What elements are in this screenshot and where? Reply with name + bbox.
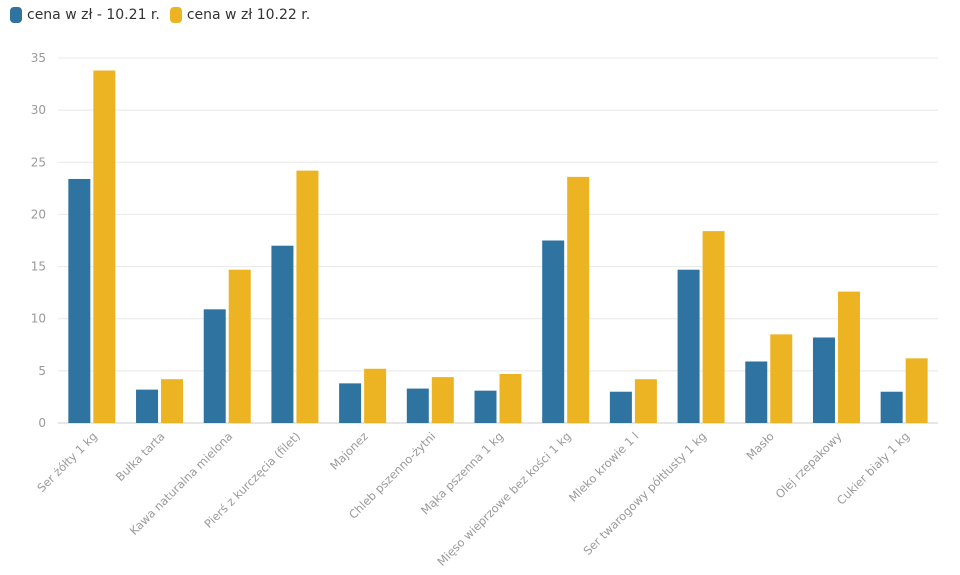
y-tick-label: 5: [38, 364, 46, 378]
x-tick-label: Mleko krowie 1 l: [566, 429, 642, 505]
legend: cena w zł - 10.21 r. cena w zł 10.22 r.: [10, 4, 310, 26]
bar-series1[interactable]: [228, 269, 251, 423]
gridlines: [58, 57, 938, 424]
x-tick-label: Olej rzepakowy: [773, 429, 845, 501]
bar-series1[interactable]: [702, 231, 725, 423]
bar-series1[interactable]: [93, 70, 116, 423]
y-tick-label: 0: [38, 416, 46, 430]
x-tick-label: Ser twarogowy półtłusty 1 kg: [581, 429, 710, 558]
bar-series1[interactable]: [364, 368, 387, 423]
legend-swatch-series0: [10, 7, 22, 23]
bar-series1[interactable]: [837, 291, 860, 423]
bar-series0[interactable]: [339, 383, 362, 423]
bar-series1[interactable]: [296, 170, 319, 423]
bar-series0[interactable]: [677, 269, 700, 423]
x-tick-label: Cukier biały 1 kg: [834, 429, 912, 507]
y-tick-label: 25: [31, 155, 46, 169]
bar-series0[interactable]: [542, 240, 565, 424]
bar-series0[interactable]: [609, 391, 632, 423]
y-tick-label: 10: [31, 312, 46, 326]
bar-series1[interactable]: [770, 334, 793, 423]
bar-series1[interactable]: [567, 176, 590, 423]
bar-series0[interactable]: [880, 391, 903, 423]
bar-series1[interactable]: [161, 379, 184, 423]
x-tick-label: Majonez: [327, 429, 371, 473]
legend-swatch-series1: [169, 7, 182, 23]
bar-series1[interactable]: [431, 377, 454, 423]
bar-series0[interactable]: [812, 337, 835, 423]
bars: [68, 70, 928, 424]
bar-series0[interactable]: [136, 389, 159, 423]
legend-label-series0: cena w zł - 10.21 r.: [27, 7, 160, 23]
bar-series1[interactable]: [905, 358, 928, 423]
bar-series0[interactable]: [474, 390, 497, 423]
bar-series0[interactable]: [68, 178, 91, 423]
bar-series1[interactable]: [634, 379, 657, 423]
bar-series0[interactable]: [406, 388, 429, 423]
y-tick-label: 15: [31, 260, 46, 274]
y-axis: 0 5 10 15 20 25 30 35: [31, 51, 46, 430]
bar-series1[interactable]: [499, 373, 522, 423]
bar-series0[interactable]: [271, 245, 294, 423]
x-tick-label: Bułka tarta: [113, 429, 168, 484]
legend-item-series0[interactable]: cena w zł - 10.21 r.: [10, 7, 160, 23]
y-tick-label: 35: [31, 51, 46, 65]
legend-label-series1: cena w zł 10.22 r.: [186, 7, 311, 23]
y-tick-label: 20: [31, 207, 46, 221]
bar-series0[interactable]: [203, 309, 226, 423]
x-tick-label: Mięso wieprzowe bez kości 1 kg: [434, 429, 573, 568]
y-tick-label: 30: [31, 103, 46, 117]
x-tick-label: Masło: [743, 429, 776, 462]
x-tick-label: Ser żółty 1 kg: [34, 429, 100, 495]
legend-item-series1[interactable]: cena w zł 10.22 r.: [169, 7, 311, 23]
bar-series0[interactable]: [745, 361, 768, 423]
